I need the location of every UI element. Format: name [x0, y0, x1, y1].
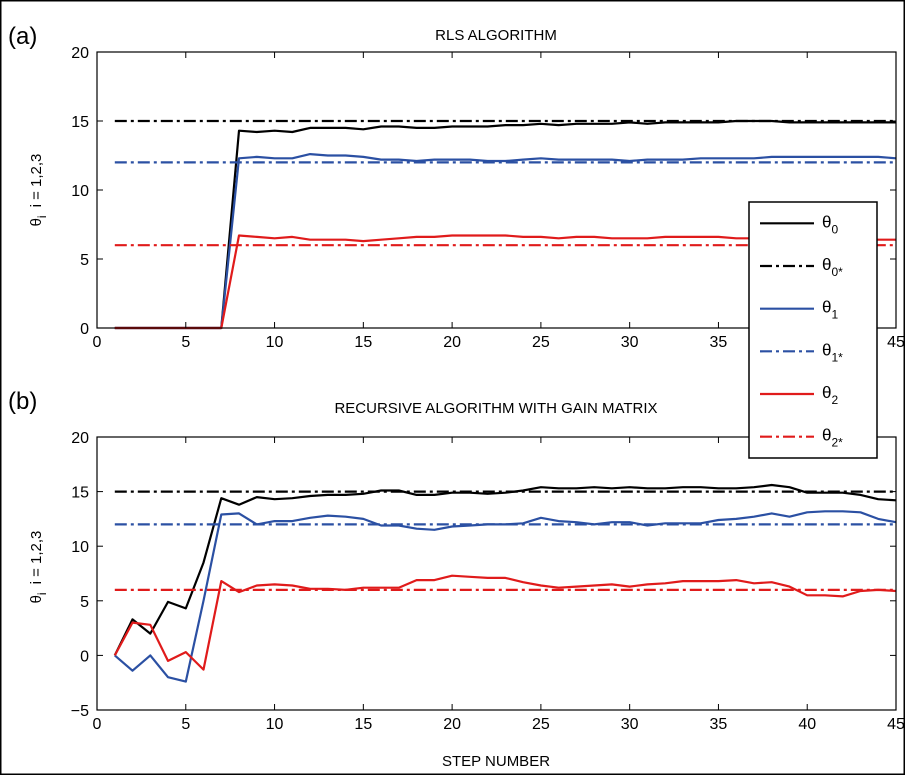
panel-a-ylabel: θi i = 1,2,3 — [28, 154, 49, 227]
panel-b-xtick-label: 40 — [798, 716, 816, 733]
panel-b-series-theta2 — [113, 574, 897, 671]
panel-b-series-theta1 — [114, 510, 897, 683]
panel-a-ytick-label: 5 — [80, 252, 89, 269]
panel-b-ytick-label: 0 — [80, 648, 89, 665]
svg-text:θii = 1,2,3: θi i = 1,2,3 — [28, 531, 49, 604]
panel-b-xtick-label: 35 — [710, 716, 728, 733]
panel-a-xtick-label: 25 — [532, 334, 550, 351]
panel-b-ylabel-sub: i — [35, 592, 49, 595]
panel-b-letter: (b) — [8, 388, 37, 415]
panel-b-ylabel: θi i = 1,2,3 — [28, 531, 49, 604]
panel-b-xtick-label: 25 — [532, 716, 550, 733]
panel-a-letter: (a) — [8, 23, 37, 50]
panel-b-ytick-label: 15 — [71, 485, 89, 502]
panel-b-xtick-label: 45 — [887, 716, 905, 733]
panel-a-xtick-label: 10 — [266, 334, 284, 351]
panel-b-ytick-label: −5 — [71, 703, 89, 720]
panel-a-xtick-label: 35 — [710, 334, 728, 351]
legend-label-1: θ1 — [822, 298, 838, 322]
panel-a-series-theta1 — [114, 153, 897, 330]
panel-a: (a) RLS ALGORITHM θi i = 1,2,3 0 5 10 15 20 25… — [8, 23, 905, 351]
panel-b-ytick-label: 5 — [80, 594, 89, 611]
panel-b-axes-frame — [96, 436, 897, 711]
panel-a-xtick-label: 30 — [621, 334, 639, 351]
legend-label-2-star: θ2* — [822, 426, 843, 450]
panel-a-ytick-label: 0 — [80, 321, 89, 338]
panel-a-ylabel-text: i = 1,2,3 — [28, 154, 45, 208]
panel-a-xtick-label: 20 — [443, 334, 461, 351]
panel-b-series-theta0 — [113, 483, 897, 656]
panel-a-ytick-label: 10 — [71, 183, 89, 200]
panel-b-ytick-label: 20 — [71, 430, 89, 447]
panel-a-ytick-label: 20 — [71, 45, 89, 62]
legend-label-0: θ0 — [822, 212, 838, 236]
panel-b-xtick-label: 10 — [266, 716, 284, 733]
panel-b-ylabel-text: i = 1,2,3 — [28, 531, 45, 585]
panel-b-ytick-label: 10 — [71, 539, 89, 556]
panel-a-ylabel-sub: i — [35, 215, 49, 218]
panel-b-ylabel-symbol: θ — [28, 595, 45, 603]
panel-b-xlabel: STEP NUMBER — [442, 753, 550, 770]
panel-a-ytick-label: 15 — [71, 114, 89, 131]
legend-box — [748, 201, 878, 459]
panel-b-xtick-label: 20 — [443, 716, 461, 733]
panel-a-xtick-label: 45 — [887, 334, 905, 351]
panel-a-xtick-label: 15 — [354, 334, 372, 351]
legend-label-1-star: θ1* — [822, 340, 843, 364]
panel-b-xtick-label: 0 — [93, 716, 102, 733]
panel-b: (b) RECURSIVE ALGORITHM WITH GAIN MATRIX… — [8, 388, 905, 770]
legend-label-0-star: θ0* — [822, 255, 843, 279]
panel-a-ylabel-symbol: θ — [28, 218, 45, 226]
panel-a-xtick-label: 0 — [93, 334, 102, 351]
legend: θ0 θ0* θ1 θ1* θ2 θ2* — [748, 201, 878, 459]
svg-text:θii = 1,2,3: θi i = 1,2,3 — [28, 154, 49, 227]
legend-label-2: θ2 — [822, 383, 838, 407]
panel-a-xtick-label: 5 — [181, 334, 190, 351]
panel-b-xtick-label: 30 — [621, 716, 639, 733]
panel-b-xtick-label: 5 — [181, 716, 190, 733]
panel-a-title: RLS ALGORITHM — [435, 27, 557, 44]
panel-b-xtick-label: 15 — [354, 716, 372, 733]
panel-b-title: RECURSIVE ALGORITHM WITH GAIN MATRIX — [334, 400, 657, 417]
